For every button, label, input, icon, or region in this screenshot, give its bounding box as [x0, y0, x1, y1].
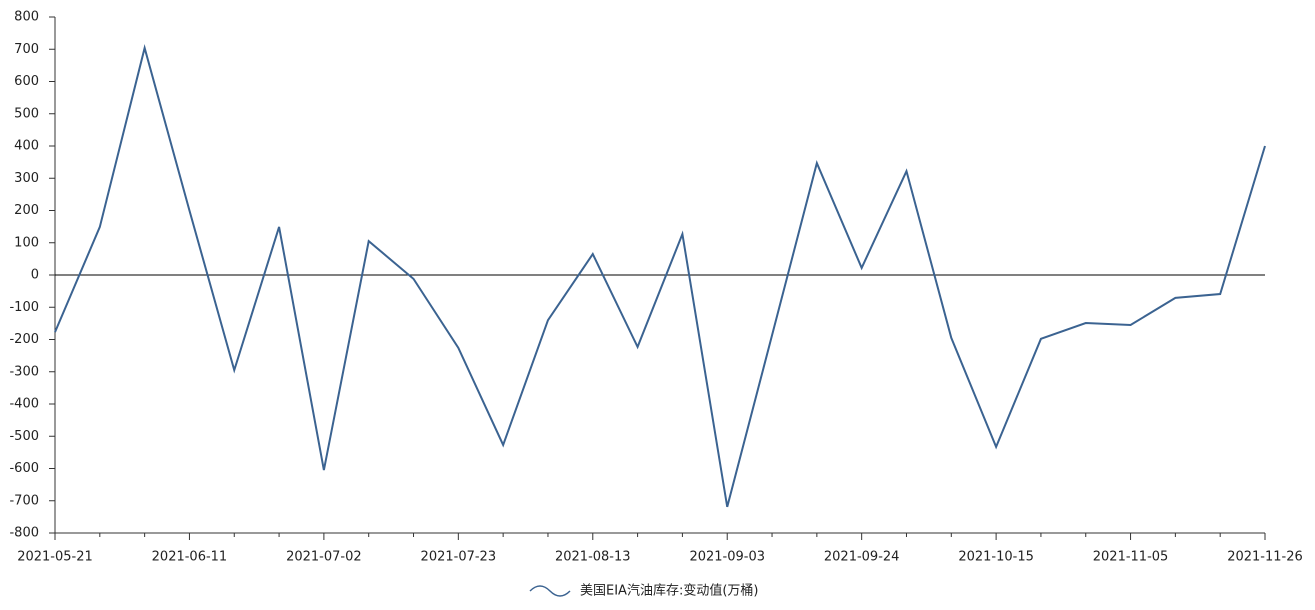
y-tick-label: 600	[14, 74, 39, 89]
y-tick-label: 0	[31, 268, 39, 283]
x-tick-label: 2021-10-15	[958, 550, 1034, 565]
y-tick-label: -500	[9, 429, 39, 444]
legend-symbol	[529, 585, 571, 597]
x-tick-label: 2021-05-21	[17, 550, 93, 565]
y-tick-label: 700	[14, 42, 39, 57]
y-tick-label: 800	[14, 10, 39, 25]
y-tick-label: -300	[9, 364, 39, 379]
y-tick-label: 200	[14, 203, 39, 218]
x-tick-label: 2021-08-13	[555, 550, 631, 565]
y-tick-label: -600	[9, 461, 39, 476]
x-tick-label: 2021-11-26	[1227, 550, 1303, 565]
x-tick-label: 2021-07-23	[421, 550, 497, 565]
y-tick-label: 400	[14, 139, 39, 154]
legend-label: 美国EIA汽油库存:变动值(万桶)	[580, 583, 758, 599]
x-tick-label: 2021-09-03	[689, 550, 765, 565]
y-tick-label: 100	[14, 235, 39, 250]
x-tick-label: 2021-06-11	[152, 550, 228, 565]
y-tick-label: -400	[9, 397, 39, 412]
y-tick-label: -800	[9, 526, 39, 541]
y-tick-label: -100	[9, 300, 39, 315]
x-tick-label: 2021-07-02	[286, 550, 362, 565]
y-tick-label: 300	[14, 171, 39, 186]
x-tick-label: 2021-11-05	[1093, 550, 1169, 565]
data-line	[54, 44, 1266, 508]
y-tick-label: 500	[14, 106, 39, 121]
y-tick-label: -700	[9, 493, 39, 508]
x-tick-label: 2021-09-24	[824, 550, 900, 565]
y-tick-label: -200	[9, 332, 39, 347]
